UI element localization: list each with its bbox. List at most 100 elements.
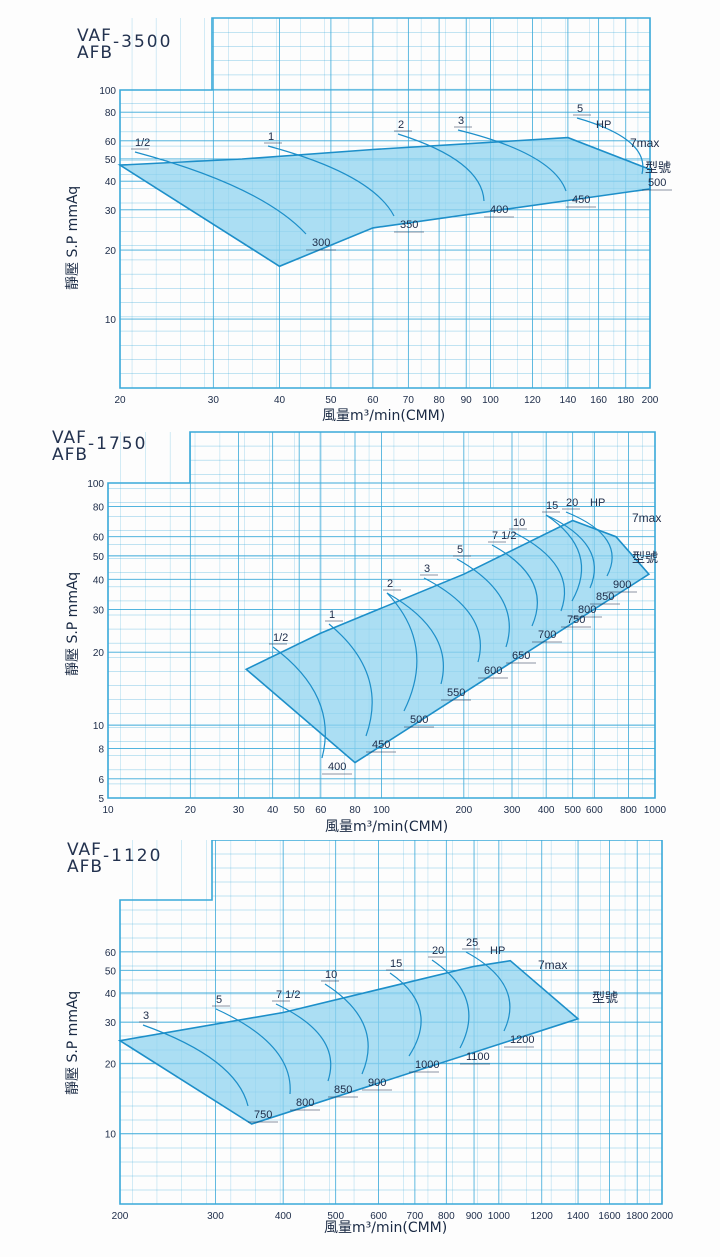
performance-curve (456, 558, 510, 648)
performance-curve (431, 959, 470, 1049)
y-tick-label: 40 (93, 575, 105, 586)
model-line-afb: AFB (52, 445, 89, 465)
hp-unit-label: HP (490, 945, 505, 957)
hp-unit-label: HP (590, 497, 605, 509)
type-number-label: 型號 (632, 550, 658, 565)
x-tick-label: 140 (560, 395, 577, 406)
x-tick-label: 600 (586, 805, 603, 816)
x-tick-label: 800 (438, 1211, 455, 1222)
hp-label: 1/2 (273, 632, 288, 644)
x-tick-label: 180 (617, 395, 634, 406)
type-label: 450 (372, 739, 390, 751)
x-axis-label: 風量m³/min(CMM) (325, 819, 449, 835)
model-line-afb: AFB (67, 857, 104, 877)
y-tick-label: 40 (105, 177, 117, 188)
x-tick-label: 120 (524, 395, 541, 406)
max-label: 7max (538, 958, 567, 972)
x-tick-label: 300 (504, 805, 521, 816)
performance-curve (576, 117, 644, 175)
x-tick-label: 700 (407, 1211, 424, 1222)
max-label: 7max (632, 511, 661, 525)
model-number: -1750 (88, 434, 148, 454)
y-tick-label: 10 (105, 1130, 117, 1141)
x-tick-label: 70 (403, 395, 415, 406)
x-tick-label: 80 (434, 395, 446, 406)
performance-curve (386, 592, 444, 685)
y-tick-label: 8 (98, 745, 104, 756)
y-tick-label: 10 (93, 721, 105, 732)
performance-curve (565, 511, 613, 577)
type-label: 650 (512, 650, 530, 662)
y-tick-label: 60 (93, 533, 105, 544)
hp-label: 1 (268, 131, 274, 143)
type-label: 350 (400, 219, 418, 231)
x-tick-label: 10 (102, 805, 114, 816)
hp-label: 3 (143, 1010, 149, 1022)
type-label: 550 (447, 687, 465, 699)
x-tick-label: 60 (315, 805, 327, 816)
hp-label: 2 (387, 578, 393, 590)
type-label: 1200 (510, 1034, 534, 1046)
type-label: 1100 (466, 1051, 490, 1063)
hp-label: 2 (398, 119, 404, 131)
x-tick-label: 300 (207, 1211, 224, 1222)
y-tick-label: 50 (93, 552, 105, 563)
x-tick-label: 800 (620, 805, 637, 816)
y-tick-label: 80 (105, 108, 117, 119)
x-tick-label: 1000 (644, 805, 667, 816)
model-line-vaf: VAF (67, 840, 102, 860)
x-tick-label: 200 (112, 1211, 129, 1222)
hp-label: 5 (577, 103, 583, 115)
max-label: 7max (630, 136, 659, 150)
performance-curve (512, 531, 566, 612)
x-tick-label: 60 (367, 395, 379, 406)
hp-label: 5 (457, 544, 463, 556)
y-tick-label: 10 (105, 315, 117, 326)
performance-curve (324, 983, 369, 1075)
x-tick-label: 600 (370, 1211, 387, 1222)
hp-label: 3 (424, 563, 430, 575)
performance-curve (328, 623, 373, 737)
performance-curve (545, 514, 595, 589)
operating-region (117, 959, 580, 1125)
chart-svg: 10 20 30 40 50 60 80 100 200 300 400 500 600 800 1000 5… (87, 431, 667, 816)
y-tick-label: 20 (93, 648, 105, 659)
y-tick-label: 30 (93, 606, 105, 617)
x-tick-label: 400 (538, 805, 555, 816)
type-number-label: 型號 (592, 990, 618, 1005)
x-tick-label: 50 (294, 805, 306, 816)
hp-label: 7 1/2 (276, 989, 300, 1001)
y-tick-label: 60 (105, 948, 117, 959)
x-tick-label: 1200 (531, 1211, 554, 1222)
y-tick-label: 40 (105, 989, 117, 1000)
y-tick-label: 80 (93, 502, 105, 513)
x-tick-label: 20 (185, 805, 197, 816)
chart-svg: 200 300 400 500 600 700 800 900 1000 1200 1400 1600… (105, 840, 674, 1222)
performance-curve (423, 577, 481, 663)
x-tick-label: 200 (642, 395, 659, 406)
x-axis-label: 風量m³/min(CMM) (322, 408, 446, 424)
x-tick-label: 2000 (651, 1211, 674, 1222)
x-tick-label: 30 (233, 805, 245, 816)
model-label: VAF AFB -1120 (67, 840, 160, 877)
chart-panel-3500: VAF AFB -3500 靜壓 S.P mmAq 風量m³/min(CMM) … (0, 0, 720, 424)
y-tick-label: 50 (105, 155, 117, 166)
type-label: 900 (613, 579, 631, 591)
hp-label: 1 (329, 609, 335, 621)
performance-curve (134, 151, 307, 235)
performance-curve (457, 129, 567, 192)
type-label: 400 (490, 204, 508, 216)
hp-label: 15 (546, 500, 558, 512)
y-tick-label: 50 (105, 966, 117, 977)
y-tick-label: 20 (105, 1059, 117, 1070)
type-label: 850 (334, 1084, 352, 1096)
performance-curve (465, 951, 511, 1032)
hp-label: 1/2 (135, 137, 150, 149)
performance-curve (491, 544, 538, 627)
type-label: 800 (578, 604, 596, 616)
x-tick-label: 1400 (567, 1211, 590, 1222)
hp-label: 15 (390, 958, 402, 970)
y-tick-label: 20 (105, 246, 117, 257)
chart-svg: 20 30 40 50 60 70 80 90 100 120 140 160 180 200102030… (99, 17, 672, 406)
operating-region (117, 136, 651, 268)
